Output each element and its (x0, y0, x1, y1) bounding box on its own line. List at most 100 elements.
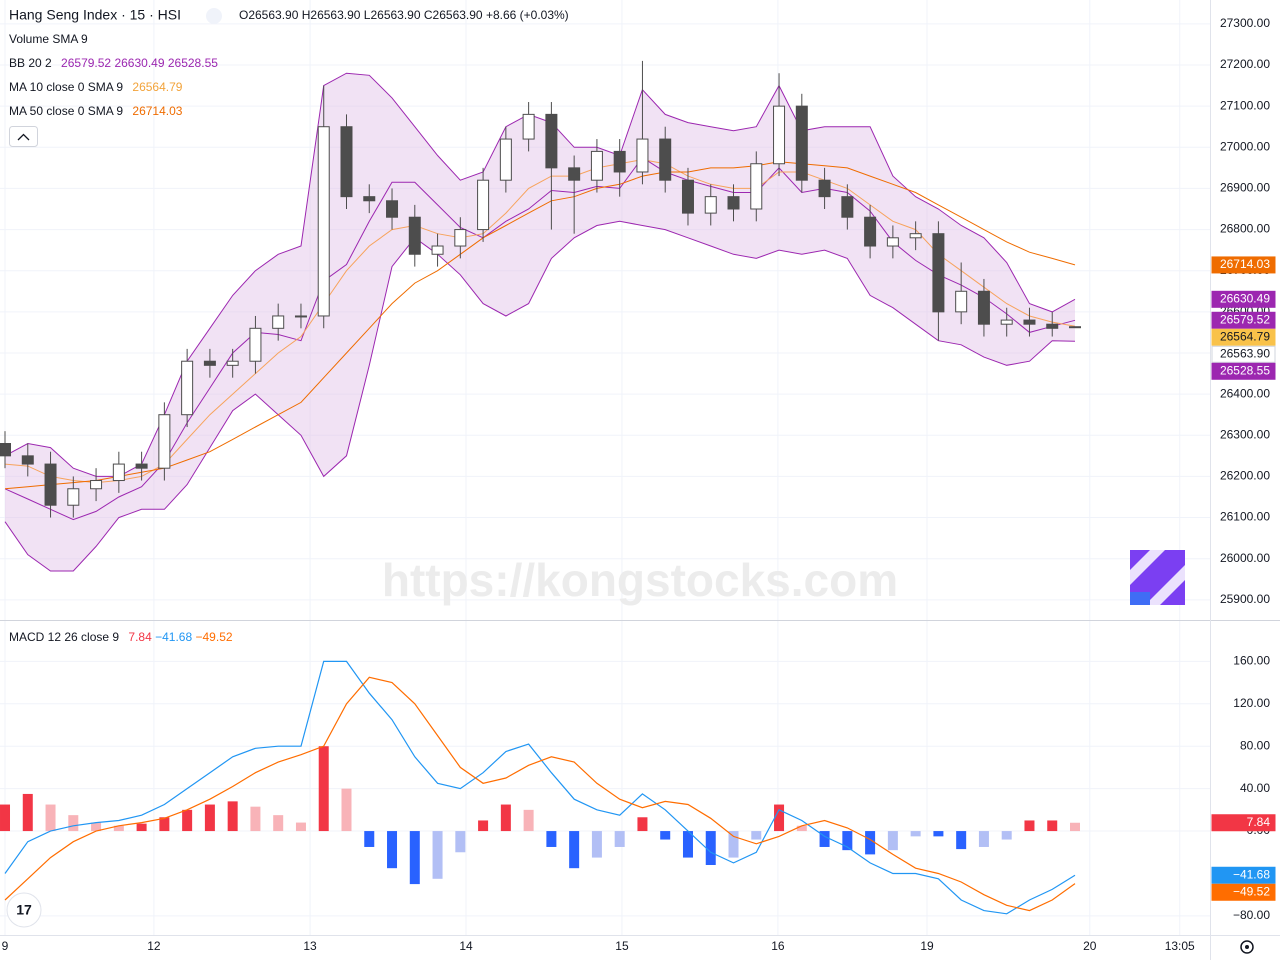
x-tick-label: 13:05 (1165, 939, 1195, 953)
legend-macd[interactable]: MACD 12 26 close 9 7.84 −41.68 −49.52 (9, 630, 233, 644)
histogram-bar (660, 831, 671, 840)
histogram-bar (910, 831, 921, 837)
y-tick-label: 27200.00 (1220, 57, 1270, 71)
settings-button[interactable] (1240, 940, 1254, 954)
histogram-bar (45, 804, 56, 832)
y-tick-label: 120.00 (1233, 696, 1270, 710)
candle-body (636, 138, 649, 173)
candle-body (21, 455, 34, 465)
price-tag-label: 26630.49 (1220, 291, 1270, 305)
indicator-line (4, 159, 1076, 484)
x-tick-label: 12 (147, 939, 161, 953)
legend-volume[interactable]: Volume SMA 9 (9, 32, 88, 46)
plot (0, 60, 1081, 915)
x-tick-label: 14 (459, 939, 473, 953)
candle-body (818, 179, 831, 198)
histogram-bar (887, 831, 898, 851)
candle-body (294, 315, 307, 318)
candle-body (590, 150, 603, 181)
candle-body (431, 245, 444, 255)
histogram-bar (500, 804, 511, 832)
candle-body (909, 233, 922, 239)
eye-button[interactable] (206, 8, 222, 24)
x-tick-label: 13 (303, 939, 317, 953)
histogram-bar (569, 831, 580, 869)
histogram-bar (136, 823, 147, 832)
price-tag (1211, 362, 1276, 380)
histogram-bar (227, 801, 238, 832)
indicator-line (4, 220, 1076, 572)
y-tick-label: 26400.00 (1220, 386, 1270, 400)
legend-value: 26630.49 (114, 56, 164, 70)
histogram-bar (751, 831, 762, 840)
candle-body (886, 237, 899, 247)
candle-body (568, 167, 581, 181)
price-tag (1211, 328, 1276, 346)
legend-name: Volume (9, 32, 49, 46)
legend-value: 26579.52 (61, 56, 111, 70)
legend-ma10[interactable]: MA 10 close 0 SMA 9 26564.79 (9, 80, 183, 94)
price-tag (1211, 345, 1276, 363)
histogram-bar (796, 825, 807, 832)
price-tag-label: 7.84 (1247, 815, 1271, 829)
histogram-bar (842, 831, 853, 851)
histogram-bar (478, 820, 489, 832)
candle-body (727, 196, 740, 210)
candle-body (181, 360, 194, 416)
price-tag (1211, 311, 1276, 329)
svg-text:17: 17 (16, 902, 32, 918)
y-tick-label: 80.00 (1240, 738, 1270, 752)
candle-body (932, 233, 945, 313)
legend-params: SMA 9 (52, 32, 88, 46)
legend-name: BB 20 2 (9, 56, 52, 70)
legend-name: MACD 12 26 close 9 (9, 630, 119, 644)
candle-body (499, 138, 512, 181)
low: L26563.90 (364, 8, 421, 22)
candle-body (613, 150, 626, 173)
candle-body (1068, 326, 1081, 329)
y-tick-label: 26200.00 (1220, 469, 1270, 483)
candle-body (864, 216, 877, 247)
histogram-bar (91, 822, 102, 832)
histogram-bar (523, 809, 534, 832)
y-tick-label: 26900.00 (1220, 181, 1270, 195)
histogram-bar (774, 804, 785, 832)
histogram-bar (865, 831, 876, 855)
candle-body (773, 105, 786, 165)
legend-name: MA 10 close 0 SMA 9 (9, 80, 123, 94)
close: C26563.90 (424, 8, 483, 22)
price-tag (1211, 814, 1276, 832)
histogram-bar (182, 809, 193, 832)
candle-body (955, 290, 968, 313)
candle-body (272, 315, 285, 329)
collapse-button[interactable] (9, 126, 38, 147)
histogram-bar (22, 793, 33, 832)
tradingview-logo[interactable]: 17 (6, 892, 42, 928)
legend-bb[interactable]: BB 20 2 26579.52 26630.49 26528.55 (9, 56, 218, 70)
symbol-title[interactable]: Hang Seng Index · 15 · HSI (9, 7, 181, 23)
legend-value: 7.84 (128, 630, 152, 644)
brand-logo (1130, 550, 1185, 605)
price-tag (1211, 290, 1276, 308)
candle-body (226, 360, 239, 366)
y-tick-label: 27300.00 (1220, 16, 1270, 30)
candle-body (135, 463, 148, 469)
legend-ma50[interactable]: MA 50 close 0 SMA 9 26714.03 (9, 104, 183, 118)
candle-body (522, 113, 535, 140)
y-tick-label: 26100.00 (1220, 510, 1270, 524)
histogram-bar (318, 746, 329, 832)
histogram-bar (68, 815, 79, 832)
candle-body (340, 126, 353, 198)
histogram-bar (409, 831, 420, 885)
candle-body (317, 126, 330, 317)
candle-body (90, 480, 103, 490)
candle-body (67, 488, 80, 506)
watermark: https://kongstocks.com (382, 554, 898, 606)
macd-line (4, 676, 1076, 912)
histogram-bar (387, 831, 398, 869)
histogram-bar (637, 817, 648, 832)
candle-body (112, 463, 125, 482)
indicator-line (4, 161, 1076, 490)
